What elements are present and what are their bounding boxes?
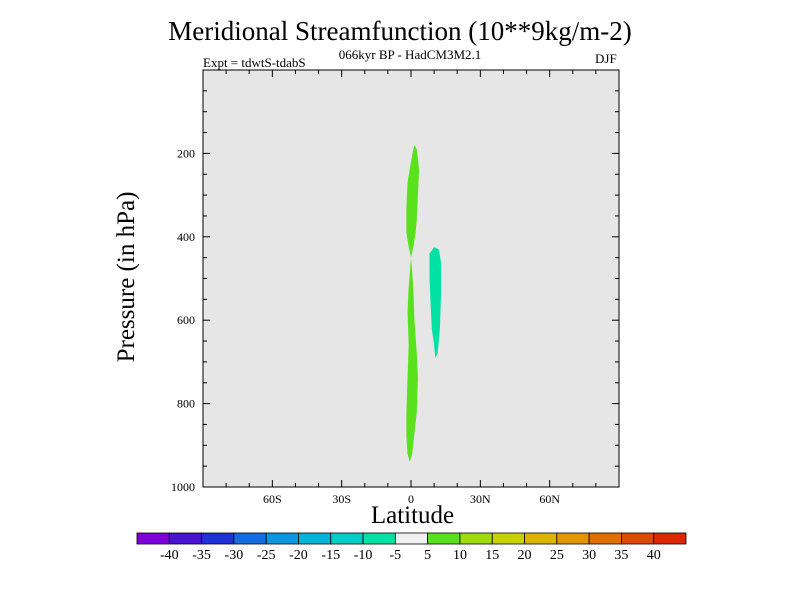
- x-tick-label: 30S: [332, 492, 351, 506]
- colorbar-box: [427, 532, 461, 545]
- colorbar-label: 30: [582, 548, 596, 563]
- colorbar-label: 25: [550, 548, 564, 563]
- x-tick-label: 30N: [470, 492, 491, 506]
- colorbar-label: -30: [225, 548, 244, 563]
- colorbar-box: [362, 532, 396, 545]
- colorbar-box: [201, 532, 235, 545]
- y-tick-label: 200: [177, 146, 195, 160]
- x-tick-label: 60N: [539, 492, 560, 506]
- y-tick-label: 600: [177, 313, 195, 327]
- colorbar-box: [556, 532, 590, 545]
- colorbar-label: 35: [614, 548, 628, 563]
- contour-region-positive-5-10-lower: [406, 257, 418, 462]
- chart-subtitle: 066kyr BP - HadCM3M2.1: [338, 47, 482, 62]
- colorbar-label: 20: [518, 548, 532, 563]
- colorbar-box: [233, 532, 267, 545]
- colorbar-box: [394, 532, 429, 545]
- axis-ticks: [202, 70, 620, 488]
- colorbar-box: [588, 532, 622, 545]
- colorbar-box: [265, 532, 299, 545]
- colorbar-label: -25: [257, 548, 276, 563]
- x-axis-label: Latitude: [370, 502, 455, 529]
- colorbar-box: [136, 532, 170, 545]
- colorbar-label: -15: [321, 548, 340, 563]
- colorbar: -40 -35 -30 -25 -20 -15 -10 -5 5 10 15 20 25 30 35 40: [136, 532, 687, 563]
- colorbar-label: -40: [160, 548, 179, 563]
- contour-region-negative-10-5: [429, 247, 441, 358]
- contour-regions: [406, 145, 441, 462]
- colorbar-label: 5: [424, 548, 431, 563]
- season-label: DJF: [595, 51, 617, 66]
- colorbar-label: 10: [453, 548, 467, 563]
- colorbar-box: [524, 532, 558, 545]
- colorbar-label: 40: [647, 548, 661, 563]
- contour-region-positive-5-10-upper: [406, 145, 420, 258]
- x-tick-label: 0: [408, 492, 414, 506]
- colorbar-box: [330, 532, 364, 545]
- axis-tick-labels: 60S 30S 0 30N 60N 200 400 600 800 1000: [171, 146, 560, 506]
- y-tick-label: 1000: [171, 480, 195, 494]
- y-tick-label: 800: [177, 397, 195, 411]
- colorbar-box: [491, 532, 525, 545]
- colorbar-label: 15: [485, 548, 499, 563]
- experiment-label: Expt = tdwtS-tdabS: [203, 55, 306, 70]
- y-tick-label: 400: [177, 230, 195, 244]
- colorbar-box: [298, 532, 332, 545]
- colorbar-box: [621, 532, 655, 545]
- chart-title: Meridional Streamfunction (10**9kg/m-2): [168, 16, 632, 46]
- colorbar-label: -5: [390, 548, 402, 563]
- colorbar-label: -10: [354, 548, 373, 563]
- colorbar-box: [459, 532, 493, 545]
- colorbar-label: -20: [289, 548, 308, 563]
- colorbar-label: -35: [192, 548, 211, 563]
- x-tick-label: 60S: [263, 492, 282, 506]
- colorbar-box: [653, 532, 687, 545]
- colorbar-box: [168, 532, 202, 545]
